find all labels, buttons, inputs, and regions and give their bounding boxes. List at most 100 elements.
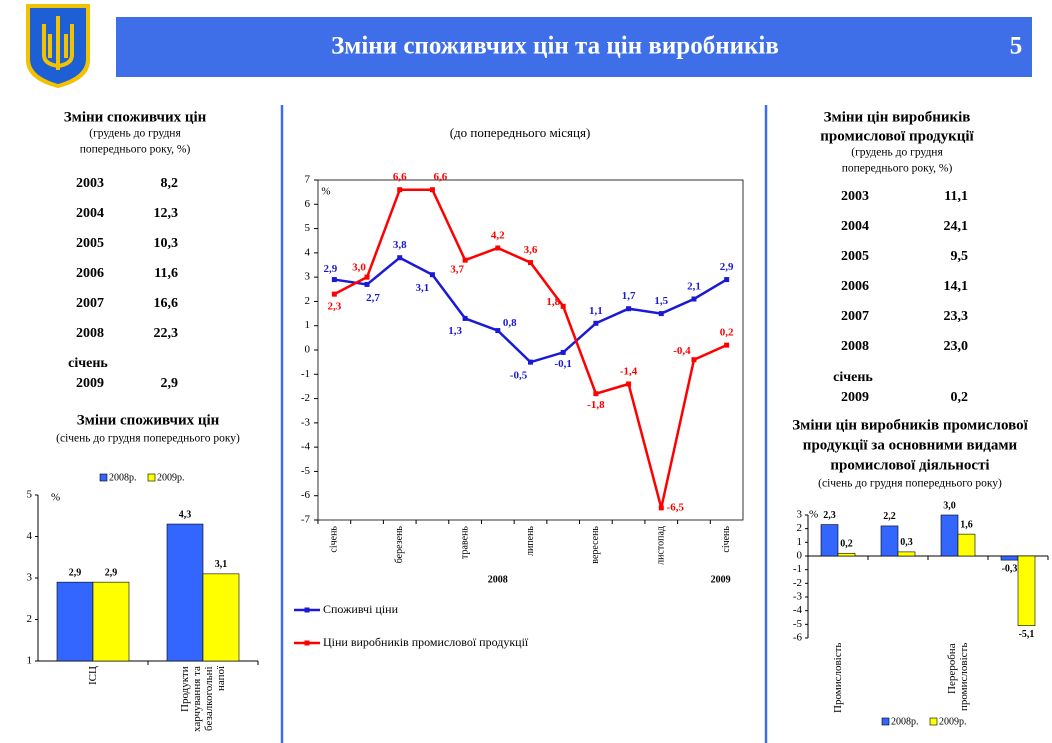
y-tick-label: -2 <box>793 577 802 589</box>
bar <box>1000 555 1019 561</box>
y-tick-label: -6 <box>301 489 311 501</box>
data-label: 1,6 <box>960 519 973 530</box>
data-label: 0,2 <box>720 327 734 339</box>
data-label: 2,9 <box>323 263 337 275</box>
data-label: 2,9 <box>69 567 82 578</box>
data-label: -6,5 <box>667 501 685 513</box>
y-tick-label: 4 <box>27 530 33 542</box>
table-value: 10,3 <box>154 236 179 251</box>
bar <box>880 525 899 557</box>
point-marker <box>495 328 501 334</box>
series-line <box>334 256 728 364</box>
data-label: 3,6 <box>524 244 538 256</box>
point-marker <box>593 391 599 397</box>
series-line <box>333 188 728 509</box>
table-year: 2004 <box>76 206 104 221</box>
legend-swatch <box>929 717 938 726</box>
page-number: 5 <box>1010 33 1023 60</box>
x-tick-label: березень <box>394 526 405 564</box>
data-label: -5,1 <box>1019 629 1035 640</box>
data-label: 6,6 <box>434 171 448 183</box>
point-marker <box>593 320 599 326</box>
data-label: -0,4 <box>673 345 691 357</box>
y-axis-label: % <box>51 492 60 504</box>
data-label: 2,1 <box>687 281 701 293</box>
table-value: 23,3 <box>944 309 969 324</box>
table-year: 2003 <box>76 176 104 191</box>
x-tick-label: ІСЦ <box>87 666 99 685</box>
table-year: 2005 <box>841 249 869 264</box>
bar <box>940 514 959 557</box>
emblem <box>26 4 90 88</box>
point-marker <box>691 296 697 302</box>
chart-title: Зміни цін виробників промислової <box>792 417 1028 433</box>
data-label: 2,3 <box>823 510 836 521</box>
bar <box>897 551 916 557</box>
table-title: Зміни споживчих цін <box>64 109 207 125</box>
data-label: -0,5 <box>510 370 528 382</box>
y-tick-label: 2 <box>797 522 803 534</box>
bar <box>1017 555 1036 626</box>
legend-label: Споживчі ціни <box>323 602 399 616</box>
point-marker <box>495 245 501 251</box>
x-tick-label: травень <box>459 526 470 559</box>
table-year: 2009 <box>76 376 104 391</box>
y-tick-label: 3 <box>797 509 803 521</box>
data-label: 4,2 <box>491 230 505 242</box>
y-tick-label: 1 <box>797 536 803 548</box>
chart-title: Зміни споживчих цін <box>77 412 220 428</box>
bar <box>166 523 204 662</box>
y-tick-label: 5 <box>27 489 33 501</box>
y-tick-label: -4 <box>301 441 311 453</box>
point-marker <box>724 277 730 283</box>
x-tick-label: вересень <box>590 526 601 564</box>
legend-swatch <box>147 473 156 482</box>
y-tick-label: 0 <box>305 344 311 356</box>
table-value: 11,1 <box>944 189 968 204</box>
x-tick-label: листопад <box>656 526 667 565</box>
point-marker <box>658 311 664 317</box>
data-label: 1,7 <box>622 290 636 302</box>
table-year: 2007 <box>841 309 869 324</box>
point-marker <box>462 315 468 321</box>
y-tick-label: 0 <box>797 550 803 562</box>
table-year: 2007 <box>76 296 104 311</box>
chart-subtitle: (до попереднього місяця) <box>450 125 591 140</box>
table-year: 2004 <box>841 219 869 234</box>
y-axis-label: % <box>809 509 818 521</box>
table-subtitle: попереднього року, %) <box>80 144 191 156</box>
legend-label: 2009р. <box>939 716 967 727</box>
y-tick-label: -5 <box>301 465 311 477</box>
legend-marker <box>304 607 310 613</box>
bar <box>837 552 856 557</box>
table-value: 14,1 <box>944 279 969 294</box>
x-tick-label: Переробна промисловість <box>946 643 970 712</box>
chart-title: промислової діяльності <box>830 457 989 473</box>
y-tick-label: -1 <box>793 563 802 575</box>
data-label: 3,1 <box>416 282 430 294</box>
data-label: 3,8 <box>393 239 407 251</box>
table-value: 23,0 <box>944 339 969 354</box>
bar <box>957 533 976 557</box>
data-label: 0,3 <box>900 537 913 548</box>
table-value: 22,3 <box>154 326 179 341</box>
data-label: -0,3 <box>1002 563 1018 574</box>
data-label: 2,9 <box>105 567 118 578</box>
table-month: січень <box>833 370 873 385</box>
y-tick-label: -3 <box>793 591 803 603</box>
legend-label: Ціни виробників промислової продукції <box>323 635 529 649</box>
point-marker <box>331 277 337 283</box>
table-value: 11,6 <box>154 266 178 281</box>
year-label: 2008 <box>488 574 508 585</box>
year-label: 2009 <box>711 574 731 585</box>
y-tick-label: 2 <box>27 613 33 625</box>
x-tick-label: Продукти харчування та безалкогольні нап… <box>179 666 227 732</box>
banner <box>116 17 1032 77</box>
x-tick-label: січень <box>721 526 732 553</box>
data-label: 1,8 <box>546 296 560 308</box>
data-label: -1,8 <box>587 399 605 411</box>
table-value: 24,1 <box>944 219 969 234</box>
legend-label: 2009р. <box>157 472 185 483</box>
